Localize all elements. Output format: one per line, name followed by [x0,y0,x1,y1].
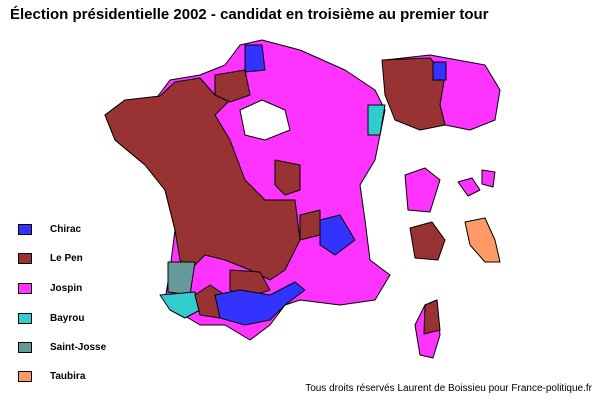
region-bayrou-southwest [159,291,201,319]
region-guyane [464,217,501,263]
legend-swatch-taubira [18,370,32,382]
region-martinique [457,177,481,197]
legend-swatch-jospin [18,282,32,294]
legend-item-jospin: Jospin [18,281,82,295]
region-bayrou-east [367,104,386,136]
legend-swatch-bayrou [18,312,32,324]
region-lepen-southeast [299,209,321,241]
region-lepen-northeast [214,69,251,103]
region-paris [239,99,291,141]
legend-label: Saint-Josse [50,341,107,353]
legend-item-taubira: Taubira [18,369,85,383]
region-reunion [409,221,446,261]
legend-item-saintjosse: Saint-Josse [18,340,106,354]
legend-item-lepen: Le Pen [18,251,83,265]
legend-item-bayrou: Bayrou [18,311,84,325]
region-guadeloupe [404,167,441,213]
region-idf-inset-chirac [432,61,447,81]
map-title: Élection présidentielle 2002 - candidat … [10,6,489,23]
legend-label: Taubira [50,370,86,382]
region-guadeloupe-small [481,169,496,188]
legend-swatch-saintjosse [18,341,32,353]
legend-label: Bayrou [50,312,85,324]
legend-label: Jospin [50,282,83,294]
legend-swatch-chirac [18,223,32,235]
legend-label: Chirac [50,223,82,235]
region-corsica-lepen [423,299,441,335]
copyright-credit: Tous droits réservés Laurent de Boissieu… [305,383,592,394]
region-saintjosse-southwest [167,261,196,296]
region-chirac-north [244,44,266,73]
legend-swatch-lepen [18,252,32,264]
region-chirac-center [319,214,356,256]
legend-label: Le Pen [50,252,83,264]
region-chirac-south [214,281,306,326]
legend-item-chirac: Chirac [18,222,81,236]
region-lepen-east [274,159,301,196]
